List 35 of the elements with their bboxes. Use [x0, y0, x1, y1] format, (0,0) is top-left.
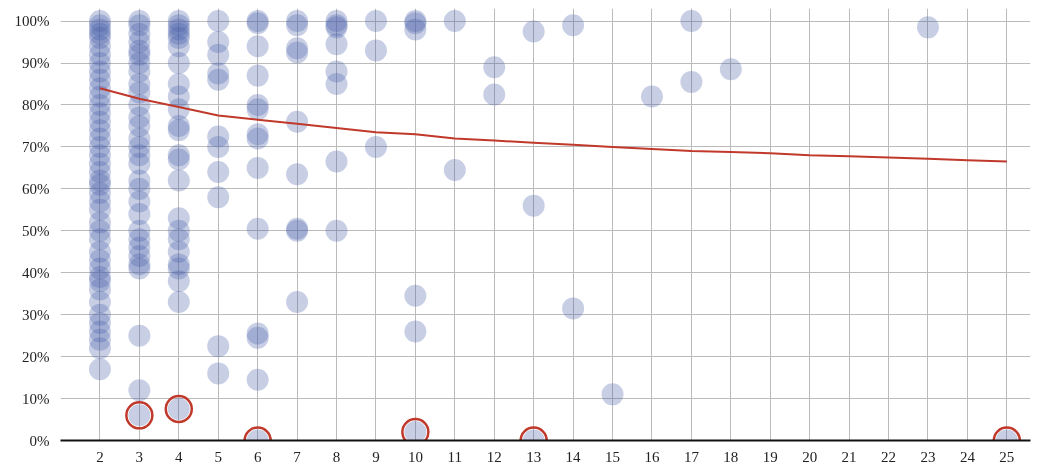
y-tick-label: 40% — [22, 264, 50, 281]
x-tick-label: 16 — [644, 448, 660, 465]
x-tick-label: 18 — [723, 448, 739, 465]
x-tick-label: 21 — [841, 448, 857, 465]
x-tick-label: 23 — [920, 448, 936, 465]
y-tick-label: 90% — [22, 55, 50, 72]
x-tick-label: 10 — [407, 448, 423, 465]
y-tick-label: 20% — [22, 348, 50, 365]
x-tick-label: 13 — [526, 448, 542, 465]
y-tick-label: 30% — [22, 306, 50, 323]
y-tick-label: 70% — [22, 138, 50, 155]
x-tick-label: 17 — [683, 448, 700, 465]
y-tick-label: 10% — [22, 390, 50, 407]
x-tick-label: 12 — [486, 448, 502, 465]
x-tick-label: 20 — [802, 448, 818, 465]
x-tick-label: 3 — [135, 448, 144, 465]
x-tick-label: 2 — [96, 448, 104, 465]
x-tick-label: 8 — [332, 448, 341, 465]
x-tick-label: 25 — [999, 448, 1015, 465]
x-tick-label: 22 — [881, 448, 897, 465]
y-tick-label: 80% — [22, 96, 50, 113]
x-tick-label: 4 — [175, 448, 184, 465]
y-tick-label: 50% — [22, 222, 50, 239]
y-tick-label: 60% — [22, 180, 50, 197]
x-tick-label: 19 — [762, 448, 778, 465]
y-tick-label: 0% — [29, 432, 50, 449]
x-tick-label: 9 — [372, 448, 380, 465]
x-tick-label: 14 — [565, 448, 582, 465]
x-tick-label: 24 — [959, 448, 976, 465]
x-tick-label: 7 — [293, 448, 302, 465]
y-tick-label: 100% — [14, 13, 50, 30]
x-tick-label: 6 — [253, 448, 262, 465]
x-tick-label: 5 — [214, 448, 222, 465]
x-tick-label: 11 — [447, 448, 463, 465]
x-tick-label: 15 — [605, 448, 621, 465]
